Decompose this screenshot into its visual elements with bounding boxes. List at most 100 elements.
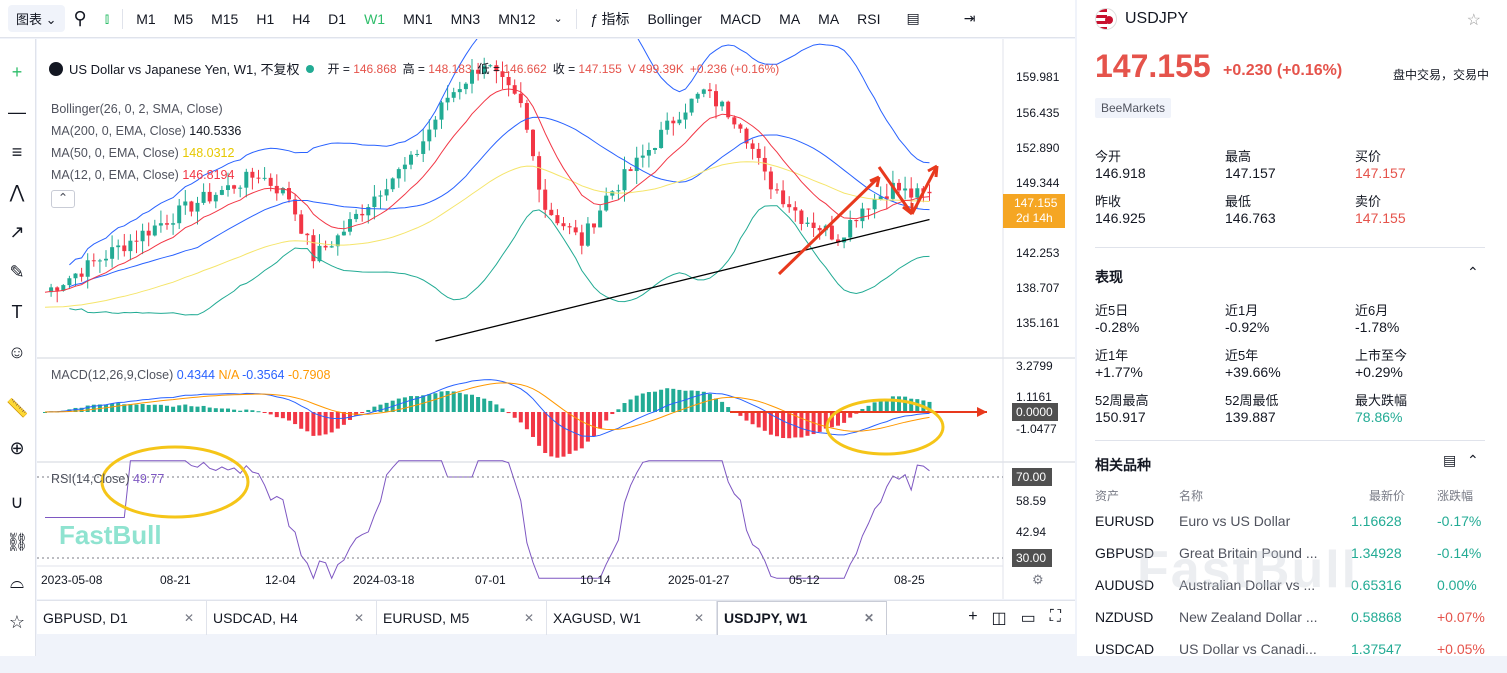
related-row-eurusd[interactable]: EURUSD Euro vs US Dollar 1.16628 -0.17% xyxy=(1095,513,1482,529)
annot-up-arrow-2 xyxy=(910,165,939,215)
timeframe-d1[interactable]: D1 xyxy=(328,10,347,27)
related-row-gbpusd[interactable]: GBPUSD Great Britain Pound ... 1.34928 -0.1… xyxy=(1095,545,1482,561)
price-chart[interactable]: FastBull 147.155 2d 14h 159.981 156.435 … xyxy=(37,39,1075,599)
tab-usdjpy[interactable]: USDJPY, W1 ✕ xyxy=(717,600,887,635)
perf-52w-low: 52周最低 139.887 xyxy=(1225,393,1279,425)
broker-badge: BeeMarkets xyxy=(1095,98,1172,118)
macd-histogram-bar xyxy=(299,412,304,429)
related-row-usdcad[interactable]: USDCAD US Dollar vs Canadi... 1.37547 +0.05… xyxy=(1095,641,1485,657)
candle-body xyxy=(457,89,462,93)
chart-tabs: GBPUSD, D1 ✕ USDCAD, H4 ✕ EURUSD, M5 ✕ XAGU… xyxy=(37,600,1075,635)
timeframe-m15[interactable]: M15 xyxy=(211,10,239,27)
tab-usdcad[interactable]: USDCAD, H4 ✕ xyxy=(207,600,377,635)
candle-body xyxy=(567,226,572,228)
split-layout-icon[interactable]: ◫ xyxy=(991,609,1007,627)
collapse-legend-button[interactable]: ⌃ xyxy=(51,190,75,208)
indicator-legend: Bollinger(26, 0, 2, SMA, Close) MA(200, … xyxy=(51,98,241,208)
fullscreen-icon[interactable]: ⛶ xyxy=(1049,607,1061,625)
pattern-icon[interactable]: ⋀ xyxy=(9,182,25,202)
indicator-ma[interactable]: MA xyxy=(779,10,801,27)
indicator-rsi[interactable]: RSI xyxy=(857,10,881,27)
trend-tool-icon[interactable]: ↗ xyxy=(9,222,25,242)
chart-menu-button[interactable]: 图表 ⌄ xyxy=(8,5,65,32)
macd-histogram-bar xyxy=(451,391,456,412)
chart-settings-gear-icon[interactable]: ⚙ xyxy=(1032,572,1044,587)
ma200-legend[interactable]: MA(200, 0, EMA, Close) 140.5336 xyxy=(51,124,242,138)
candle-body xyxy=(256,177,261,179)
chart-area[interactable]: FastBull 147.155 2d 14h 159.981 156.435 … xyxy=(37,39,1075,599)
close-icon[interactable]: ✕ xyxy=(693,610,704,625)
hide-drawings-icon[interactable]: ⌓ xyxy=(9,572,25,592)
perf-5d: 近5日 -0.28% xyxy=(1095,303,1140,335)
favorite-star-icon[interactable]: ☆ xyxy=(1466,12,1481,29)
ruler-icon[interactable]: 📏 xyxy=(6,398,29,418)
macd-histogram-bar xyxy=(317,412,322,436)
main-pane xyxy=(44,39,932,342)
favorite-star-icon[interactable]: ☆ xyxy=(8,612,26,632)
emoji-icon[interactable]: ☺ xyxy=(7,342,27,362)
macd-histogram-bar xyxy=(494,404,499,412)
tab-gbpusd[interactable]: GBPUSD, D1 ✕ xyxy=(37,600,207,635)
close-icon[interactable]: ✕ xyxy=(863,611,874,625)
text-tool-icon[interactable]: T xyxy=(11,302,23,322)
rsi-tick: 70.00 xyxy=(1016,470,1046,484)
bollinger-legend[interactable]: Bollinger(26, 0, 2, SMA, Close) xyxy=(51,102,223,116)
timeframe-mn12[interactable]: MN12 xyxy=(498,10,536,27)
ma50-legend[interactable]: MA(50, 0, EMA, Close) 148.0312 xyxy=(51,146,235,160)
close-icon[interactable]: ✕ xyxy=(353,610,364,625)
tab-eurusd[interactable]: EURUSD, M5 ✕ xyxy=(377,600,547,635)
ma12-legend[interactable]: MA(12, 0, EMA, Close) 146.8194 xyxy=(51,168,235,182)
timeframe-mn1[interactable]: MN1 xyxy=(403,10,433,27)
close-icon[interactable]: ✕ xyxy=(183,610,194,625)
indicator-ma-2[interactable]: MA xyxy=(818,10,840,27)
tab-xagusd[interactable]: XAGUSD, W1 ✕ xyxy=(547,600,717,635)
macd-histogram-bar xyxy=(232,409,237,412)
magnet-icon[interactable]: ∪ xyxy=(10,492,24,512)
horizontal-line-icon[interactable]: — xyxy=(8,102,26,122)
rsi-pane xyxy=(45,460,930,580)
candle-style-icon[interactable]: ⫾ xyxy=(104,10,110,26)
candle-body xyxy=(756,148,761,158)
related-row-nzdusd[interactable]: NZDUSD New Zealand Dollar ... 0.58868 +0.07… xyxy=(1095,609,1485,625)
timeframe-dropdown-chevron-icon[interactable]: ⌄ xyxy=(553,13,563,25)
channel-icon[interactable]: ≡ xyxy=(11,142,23,162)
timeframe-h4[interactable]: H4 xyxy=(292,10,311,27)
indicator-bollinger[interactable]: Bollinger xyxy=(647,10,702,27)
tab-label: EURUSD, M5 xyxy=(383,609,470,626)
timeframe-m5[interactable]: M5 xyxy=(173,10,194,27)
candle-body xyxy=(811,222,816,228)
candle-body xyxy=(61,285,66,291)
single-layout-icon[interactable]: ▭ xyxy=(1020,609,1036,627)
macd-histogram-bar xyxy=(256,411,261,413)
zoom-in-icon[interactable]: ⊕ xyxy=(9,438,25,458)
fullscreen-exit-icon[interactable]: ⇥ xyxy=(963,10,976,26)
macd-histogram-bar xyxy=(433,393,438,412)
tab-label: GBPUSD, D1 xyxy=(43,609,128,626)
rsi-tick: 42.94 xyxy=(1016,525,1046,539)
macd-histogram-bar xyxy=(677,389,682,412)
rsi-legend[interactable]: RSI(14,Close) 49.77 xyxy=(51,472,165,486)
lock-drawing-icon[interactable]: ⛓ xyxy=(6,532,29,552)
macd-histogram-bar xyxy=(768,412,773,435)
collapse-chevron-icon[interactable]: ⌃ xyxy=(1467,264,1479,280)
notes-icon[interactable]: ▤ xyxy=(1443,452,1457,468)
price-tick: 156.435 xyxy=(1016,106,1060,120)
timeframe-h1[interactable]: H1 xyxy=(256,10,275,27)
indicator-macd[interactable]: MACD xyxy=(719,10,762,27)
add-tab-plus-icon[interactable]: + xyxy=(968,607,978,625)
collapse-chevron-icon[interactable]: ⌃ xyxy=(1467,452,1479,468)
timeframe-w1[interactable]: W1 xyxy=(364,10,386,27)
related-row-audusd[interactable]: AUDUSD Australian Dollar vs ... 0.65316 0.0… xyxy=(1095,577,1477,593)
close-icon[interactable]: ✕ xyxy=(523,610,534,625)
crosshair-icon[interactable]: + xyxy=(11,62,23,82)
macd-histogram-bar xyxy=(897,396,901,412)
layout-icon[interactable]: ▤ xyxy=(906,10,920,26)
macd-legend[interactable]: MACD(12,26,9,Close) 0.4344 N/A -0.3564 -… xyxy=(51,368,331,382)
candle-body xyxy=(183,201,188,206)
search-icon[interactable]: ⚲ xyxy=(73,8,87,28)
brush-icon[interactable]: ✎ xyxy=(9,262,25,282)
indicators-button[interactable]: ƒ 指标 xyxy=(581,9,639,29)
timeframe-mn3[interactable]: MN3 xyxy=(450,10,481,27)
timeframe-m1[interactable]: M1 xyxy=(136,10,156,27)
macd-histogram-bar xyxy=(372,406,377,412)
